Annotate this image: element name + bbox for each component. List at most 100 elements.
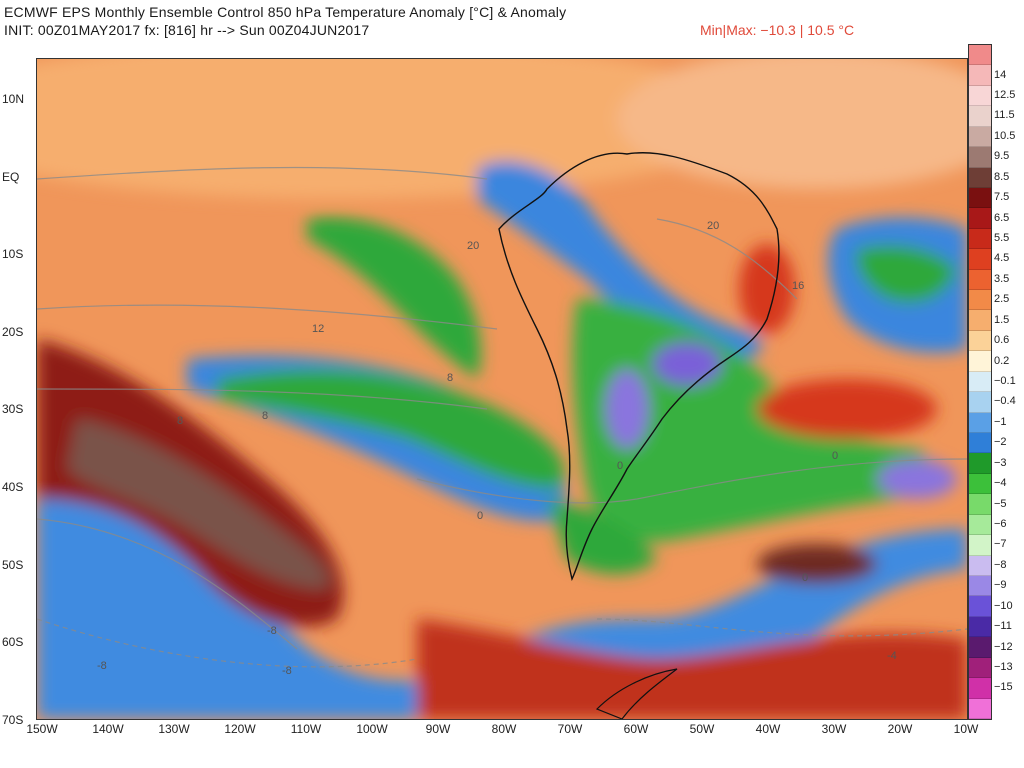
- latitude-tick-label: 20S: [2, 324, 24, 339]
- colorbar-tick-label: −3: [994, 456, 1007, 469]
- longitude-tick-label: 110W: [290, 722, 322, 736]
- brazil-warm-region: [739, 244, 795, 334]
- colorbar-tick-label: 2.5: [994, 293, 1010, 306]
- colorbar-tick-label: −0.4: [994, 395, 1016, 408]
- contour-value-label: -4: [887, 650, 897, 662]
- anomaly-field: [37, 59, 967, 719]
- latitude-tick-label: 10S: [2, 247, 24, 262]
- contour-line: [37, 518, 298, 650]
- colorbar-tick-label: −2: [994, 436, 1007, 449]
- colorbar-tick-label: 0.2: [994, 354, 1010, 367]
- colorbar-tick-label: −6: [994, 517, 1007, 530]
- colorbar-swatch: [969, 167, 991, 188]
- colorbar-swatch: [969, 698, 991, 719]
- colorbar-tick-label: 0.6: [994, 334, 1010, 347]
- longitude-tick-label: 60W: [623, 722, 649, 736]
- contour-line: [416, 458, 967, 504]
- colorbar-swatch: [969, 678, 991, 699]
- contour-value-label: 8: [447, 372, 453, 384]
- colorbar-tick-label: 7.5: [994, 191, 1010, 204]
- contour-value-label: 16: [792, 280, 804, 292]
- contour-value-label: 0: [802, 572, 808, 584]
- longitude-tick-label: 90W: [425, 722, 451, 736]
- latitude-tick-label: 40S: [2, 480, 24, 494]
- colorbar-swatch: [969, 208, 991, 229]
- anomaly-map: 20 20 16 12 8 8 8 0 0 0 0 -8 -8 -8 -4: [36, 58, 968, 720]
- colorbar-swatch: [969, 228, 991, 250]
- contour-value-label: 20: [467, 240, 479, 252]
- longitude-tick-label: 10W: [953, 722, 979, 736]
- colorbar-swatch: [969, 535, 991, 556]
- colorbar-swatch: [969, 473, 991, 495]
- colorbar-swatch: [969, 453, 991, 474]
- south-atlantic-warm-region: [757, 379, 937, 439]
- colorbar-swatch: [969, 45, 991, 66]
- colorbar-tick-label: 6.5: [994, 211, 1010, 224]
- colorbar-swatch: [969, 616, 991, 638]
- colorbar-tick-label: 4.5: [994, 252, 1010, 265]
- colorbar-swatch: [969, 249, 991, 270]
- longitude-tick-label: 120W: [224, 722, 256, 736]
- latitude-tick-label: 30S: [2, 402, 24, 417]
- patagonia-green: [547, 499, 657, 574]
- latitude-tick-label: 50S: [2, 557, 24, 572]
- longitude-tick-label: 70W: [557, 722, 583, 736]
- pacific-green-band: [217, 369, 565, 489]
- latitude-tick-label: 10N: [2, 92, 25, 106]
- temperature-contours: [37, 166, 967, 650]
- colorbar-tick-label: 9.5: [994, 150, 1010, 163]
- colorbar-swatch: [969, 147, 991, 168]
- atlantic-tropical-region: [617, 59, 967, 189]
- colorbar-swatch: [969, 392, 991, 413]
- latitude-tick-label: EQ: [2, 169, 20, 184]
- colorbar-swatch: [969, 269, 991, 291]
- colorbar-tick-label: −11: [994, 620, 1012, 633]
- tropical-warm-region: [37, 59, 757, 199]
- contour-value-label: 0: [832, 450, 838, 462]
- init-forecast-line: INIT: 00Z01MAY2017 fx: [816] hr --> Sun …: [4, 22, 370, 38]
- colorbar-swatch: [969, 575, 991, 597]
- longitude-tick-label: 50W: [689, 722, 715, 736]
- colorbar-swatch: [969, 187, 991, 209]
- colorbar-swatch: [969, 555, 991, 576]
- latitude-tick-label: 60S: [2, 635, 24, 650]
- colorbar-tick-label: −12: [994, 640, 1013, 653]
- colorbar-swatch: [969, 310, 991, 331]
- south-atlantic-warm-core: [757, 544, 877, 584]
- longitude-tick-label: 30W: [821, 722, 847, 736]
- colorbar-swatch: [969, 371, 991, 393]
- colorbar-swatch: [969, 514, 991, 536]
- contour-line: [37, 304, 498, 330]
- colorbar-swatch: [969, 330, 991, 352]
- contour-line: [656, 218, 798, 300]
- colorbar-tick-label: −1: [994, 415, 1007, 428]
- colorbar-swatch: [969, 637, 991, 658]
- colorbar-swatch: [969, 433, 991, 454]
- colorbar-swatch: [969, 351, 991, 372]
- extreme-warm-anomaly: [67, 419, 329, 589]
- contour-value-label: -8: [267, 625, 277, 637]
- antarctic-peninsula-coastline: [595, 668, 678, 719]
- longitude-tick-label: 100W: [356, 722, 388, 736]
- colorbar-tick-label: 14: [994, 68, 1007, 81]
- colorbar-tick-label: −9: [994, 579, 1007, 592]
- colorbar-tick-label: 11.5: [994, 109, 1015, 122]
- longitude-tick-label: 150W: [26, 722, 58, 736]
- colorbar-swatch: [969, 65, 991, 86]
- colorbar-swatch: [969, 657, 991, 679]
- colorbar-tick-label: −8: [994, 558, 1007, 571]
- colorbar-tick-label: 12.5: [994, 89, 1016, 102]
- brazil-cold-core: [652, 342, 722, 386]
- colorbar-tick-label: 8.5: [994, 170, 1010, 183]
- contour-value-label: 0: [617, 460, 623, 472]
- dashed-contour-line: [596, 618, 967, 637]
- longitude-tick-label: 140W: [92, 722, 124, 736]
- central-pacific-green: [307, 217, 481, 379]
- longitude-tick-label: 80W: [491, 722, 517, 736]
- anomaly-colorbar: [968, 44, 992, 720]
- colorbar-tick-label: −10: [994, 599, 1013, 612]
- colorbar-tick-label: 10.5: [994, 129, 1016, 142]
- argentina-cold-core: [605, 369, 649, 449]
- colorbar-tick-label: −7: [994, 538, 1007, 551]
- colorbar-tick-label: −5: [994, 497, 1007, 510]
